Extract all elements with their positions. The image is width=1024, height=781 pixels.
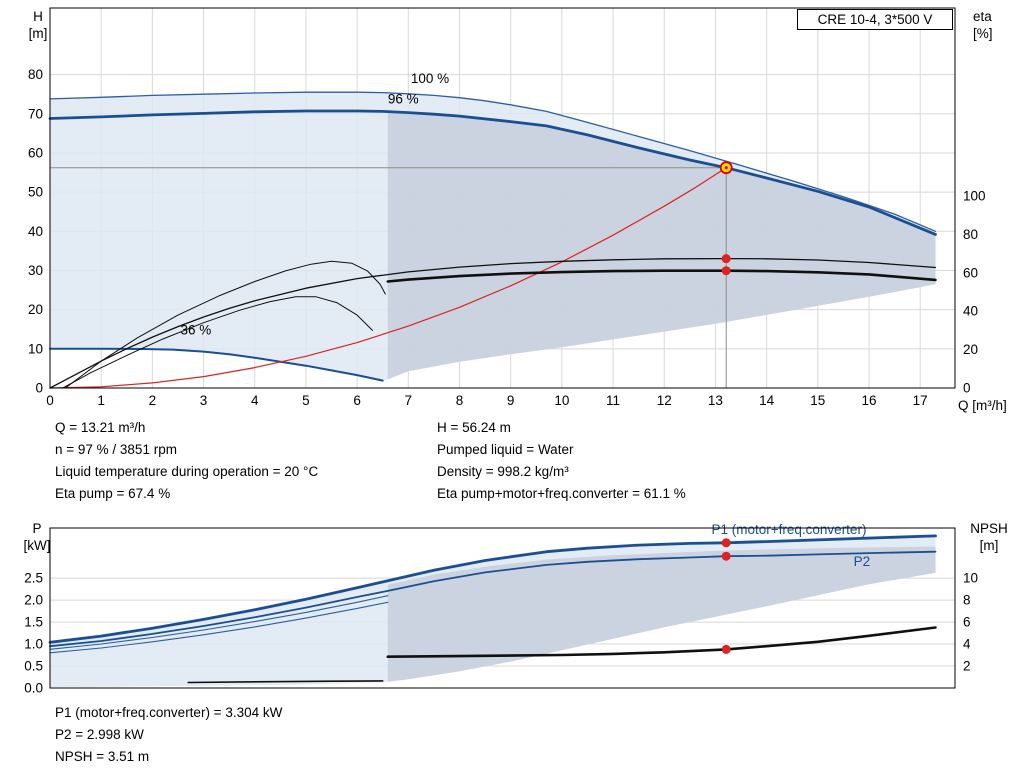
qh-x-tick: 10 (554, 393, 569, 408)
qh-y2-tick: 40 (963, 304, 978, 319)
qh-y2-tick: 100 (963, 189, 986, 204)
p1-point (721, 538, 731, 548)
power-y-tick: 2.0 (24, 593, 43, 608)
qh-x-tick: 7 (405, 393, 413, 408)
npsh-point (721, 644, 731, 654)
power-annotations: P1 (motor+freq.converter) = 3.304 kW P2 … (55, 702, 282, 768)
operating-envelope-dark (387, 111, 936, 380)
qh-y2-tick: 60 (963, 265, 978, 280)
eta-axis-label: eta [%] (973, 9, 993, 41)
power-chart: P1 (motor+freq.converter) P2 0.0 0.5 1.0 1.5 2… (24, 522, 978, 695)
annotation-density: Density = 998.2 kg/m³ (437, 464, 569, 479)
qh-x-tick: 2 (149, 393, 157, 408)
qh-x-tick: 9 (507, 393, 515, 408)
power-y2-tick: 8 (963, 593, 971, 608)
power-y2-tick: 6 (963, 615, 971, 630)
duty-annotations-left: Q = 13.21 m³/h n = 97 % / 3851 rpm Liqui… (55, 417, 318, 505)
qh-y-tick: 20 (28, 302, 43, 317)
eta-arc-a (64, 260, 386, 389)
power-y-tick: 0.5 (24, 659, 43, 674)
duty-annotations-right: H = 56.24 m Pumped liquid = Water Densit… (437, 417, 686, 505)
qh-curve-label: 96 % (388, 92, 419, 107)
power-y-tick: 1.5 (24, 615, 43, 630)
qh-chart: 100 %96 %36 %0 1 2 3 4 5 6 7 8 9 10 11 12 13 14 15 16 170… (28, 7, 986, 408)
qh-x-tick: 13 (708, 393, 723, 408)
power-y-tick: 1.0 (24, 637, 43, 652)
npsh-curve-low (187, 680, 384, 684)
qh-y-tick: 80 (28, 67, 43, 82)
qh-y-tick: 60 (28, 145, 43, 160)
qh-x-tick: 17 (913, 393, 928, 408)
power-y-tick: 2.5 (24, 571, 43, 586)
power-plot-border (49, 527, 956, 689)
eta-total-curve (386, 269, 937, 283)
qh-y-tick: 50 (28, 185, 43, 200)
power-y2-tick: 2 (963, 659, 971, 674)
eta-total-point (721, 266, 731, 276)
qh-x-tick: 16 (861, 393, 876, 408)
annotation-npsh: NPSH = 3.51 m (55, 749, 150, 764)
qh-y-tick: 40 (28, 224, 43, 239)
eta-pump-point (721, 254, 731, 264)
qh-y-tick: 10 (28, 341, 43, 356)
p2-point (721, 551, 731, 561)
qh-x-tick: 11 (606, 393, 620, 408)
qh-x-tick: 15 (810, 393, 825, 408)
p-axis-label: P [kW] (23, 521, 51, 553)
duty-point-center (724, 166, 728, 170)
speed-curve-36 (49, 347, 384, 382)
p-curve-thin-a (49, 595, 389, 650)
qh-curve-label: 36 % (181, 323, 212, 338)
speed-curve-100 (49, 91, 937, 232)
annotation-eta-pump: Eta pump = 67.4 % (55, 486, 171, 501)
qh-x-tick: 1 (97, 393, 105, 408)
annotation-p2: P2 = 2.998 kW (55, 727, 144, 742)
model-box: CRE 10-4, 3*500 V (797, 9, 953, 30)
power-envelope-dark (387, 546, 936, 682)
p-curve-thin-b (49, 601, 389, 654)
qh-y2-tick: 20 (963, 342, 978, 357)
qh-curve-label: 100 % (411, 71, 449, 86)
qh-x-tick: 4 (251, 393, 259, 408)
q-axis-label: Q [m³/h] (958, 398, 1007, 413)
annotation-speed: n = 97 % / 3851 rpm (55, 442, 177, 457)
power-y2-tick: 4 (963, 637, 971, 652)
qh-x-tick: 0 (46, 393, 54, 408)
qh-y2-tick: 80 (963, 227, 978, 242)
qh-y2-tick: 0 (963, 381, 971, 396)
qh-x-tick: 12 (657, 393, 672, 408)
npsh-axis-label: NPSH [m] (970, 521, 1008, 553)
annotation-q: Q = 13.21 m³/h (55, 420, 146, 435)
power-curve-label: P2 (854, 554, 871, 569)
qh-y-tick: 70 (28, 106, 43, 121)
qh-x-tick: 14 (759, 393, 775, 408)
annotation-temperature: Liquid temperature during operation = 20… (55, 464, 319, 479)
npsh-curve (386, 626, 937, 659)
qh-plot-border (49, 7, 956, 389)
qh-x-tick: 5 (302, 393, 310, 408)
qh-x-tick: 6 (353, 393, 361, 408)
annotation-eta-total: Eta pump+motor+freq.converter = 61.1 % (437, 486, 686, 501)
power-y-tick: 0.0 (24, 681, 43, 696)
speed-curve-96 (48, 109, 937, 236)
qh-y-tick: 0 (35, 381, 43, 396)
annotation-p1: P1 (motor+freq.converter) = 3.304 kW (55, 705, 283, 720)
h-axis-label: H [m] (28, 9, 48, 41)
annotation-liquid: Pumped liquid = Water (437, 442, 574, 457)
p2-curve (49, 550, 937, 648)
power-curve-label: P1 (motor+freq.converter) (712, 522, 867, 537)
p1-curve (48, 534, 937, 644)
eta-arc-b (62, 296, 373, 389)
annotation-h: H = 56.24 m (437, 420, 511, 435)
qh-x-tick: 8 (456, 393, 464, 408)
duty-parabola (49, 167, 727, 389)
qh-x-tick: 3 (200, 393, 208, 408)
power-y2-tick: 10 (963, 571, 978, 586)
eta-pump-curve (49, 257, 937, 389)
qh-y-tick: 30 (28, 263, 43, 278)
